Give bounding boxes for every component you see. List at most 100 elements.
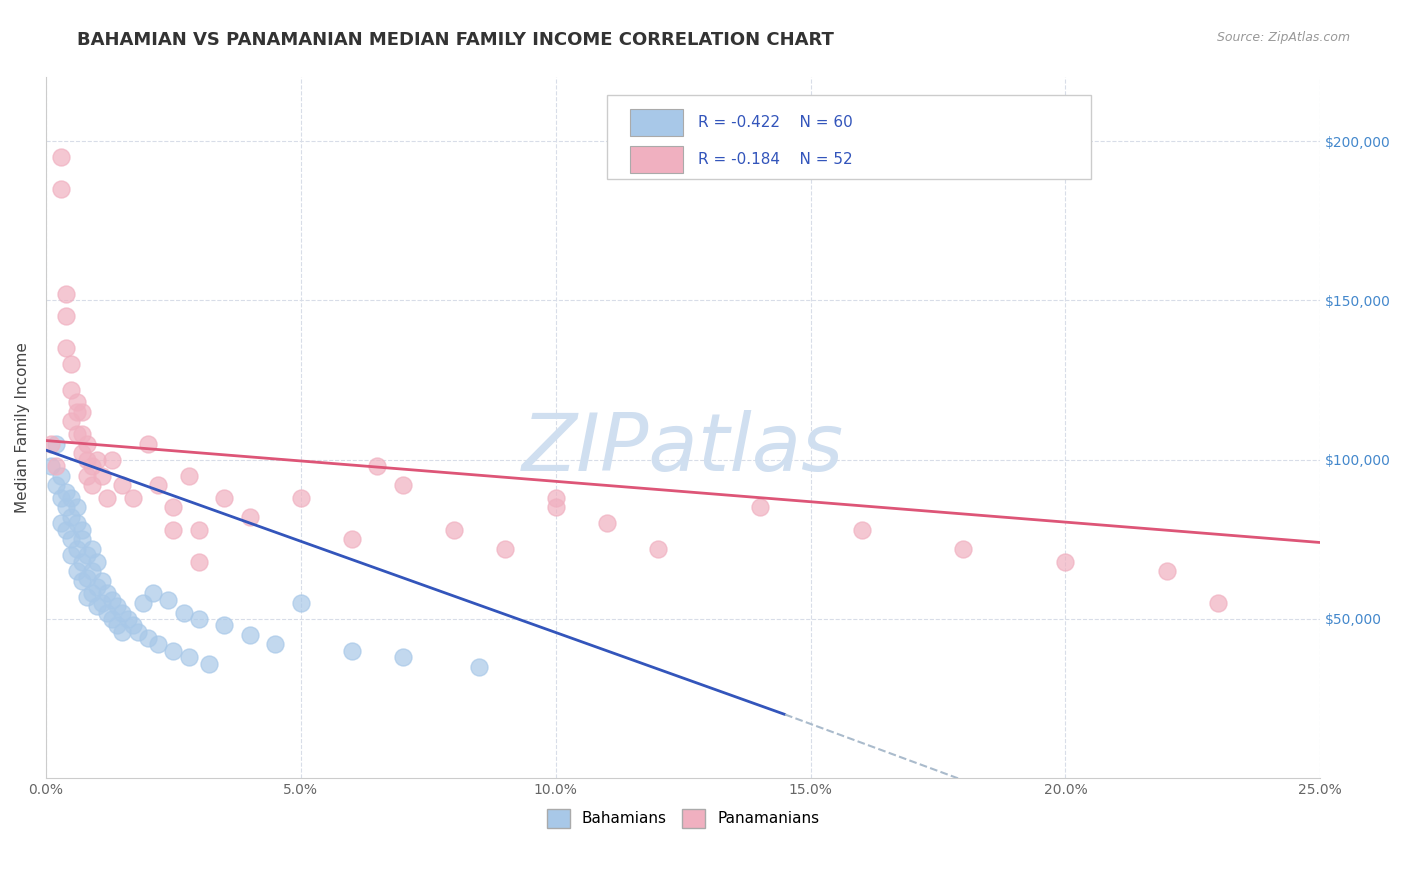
Point	[80, 541, 103, 556]
Point	[187, 612, 209, 626]
FancyBboxPatch shape	[630, 146, 683, 173]
Point	[91, 596, 114, 610]
Point	[80, 478, 103, 492]
Point	[70, 574, 93, 588]
Point	[111, 478, 134, 492]
Point	[177, 650, 200, 665]
Point	[45, 458, 67, 473]
Point	[39, 436, 62, 450]
Point	[366, 458, 388, 473]
Point	[105, 618, 128, 632]
Point	[96, 491, 118, 505]
Point	[70, 533, 93, 547]
Point	[55, 484, 77, 499]
Point	[76, 436, 98, 450]
Point	[39, 458, 62, 473]
Text: R = -0.184    N = 52: R = -0.184 N = 52	[699, 153, 853, 167]
Point	[214, 491, 236, 505]
Point	[851, 523, 873, 537]
Point	[173, 606, 195, 620]
Point	[55, 523, 77, 537]
Point	[121, 618, 143, 632]
Point	[55, 310, 77, 324]
Point	[136, 436, 159, 450]
Point	[70, 405, 93, 419]
Point	[340, 644, 363, 658]
Point	[60, 357, 83, 371]
Point	[76, 468, 98, 483]
Point	[187, 555, 209, 569]
Point	[70, 446, 93, 460]
Point	[55, 287, 77, 301]
Point	[76, 452, 98, 467]
Point	[443, 523, 465, 537]
Point	[468, 659, 491, 673]
Point	[51, 182, 73, 196]
Point	[86, 580, 108, 594]
Point	[86, 452, 108, 467]
FancyBboxPatch shape	[606, 95, 1091, 179]
Text: ZIPatlas: ZIPatlas	[522, 409, 844, 488]
Text: Source: ZipAtlas.com: Source: ZipAtlas.com	[1216, 31, 1350, 45]
Point	[162, 523, 184, 537]
Point	[264, 637, 287, 651]
Point	[544, 500, 567, 515]
Point	[65, 516, 87, 531]
Point	[65, 395, 87, 409]
Point	[121, 491, 143, 505]
Point	[101, 592, 124, 607]
Point	[101, 452, 124, 467]
Point	[177, 468, 200, 483]
Point	[340, 533, 363, 547]
Point	[239, 510, 262, 524]
Point	[45, 436, 67, 450]
Point	[239, 628, 262, 642]
Point	[142, 586, 165, 600]
Point	[111, 624, 134, 639]
Point	[136, 631, 159, 645]
Point	[60, 510, 83, 524]
Point	[494, 541, 516, 556]
Point	[65, 405, 87, 419]
Point	[1156, 564, 1178, 578]
Point	[1208, 596, 1230, 610]
Point	[51, 516, 73, 531]
Point	[80, 586, 103, 600]
Point	[96, 606, 118, 620]
Point	[60, 414, 83, 428]
Point	[157, 592, 180, 607]
Point	[51, 491, 73, 505]
Point	[595, 516, 617, 531]
Point	[198, 657, 221, 671]
Point	[70, 427, 93, 442]
Point	[55, 341, 77, 355]
Point	[952, 541, 974, 556]
Point	[101, 612, 124, 626]
Point	[91, 468, 114, 483]
Text: BAHAMIAN VS PANAMANIAN MEDIAN FAMILY INCOME CORRELATION CHART: BAHAMIAN VS PANAMANIAN MEDIAN FAMILY INC…	[77, 31, 834, 49]
Point	[146, 478, 169, 492]
Point	[187, 523, 209, 537]
Point	[214, 618, 236, 632]
Point	[65, 427, 87, 442]
Point	[1054, 555, 1077, 569]
Point	[132, 596, 155, 610]
Point	[51, 468, 73, 483]
Point	[70, 523, 93, 537]
Point	[60, 533, 83, 547]
Point	[60, 491, 83, 505]
Point	[86, 599, 108, 614]
Point	[117, 612, 139, 626]
FancyBboxPatch shape	[630, 109, 683, 136]
Point	[70, 555, 93, 569]
Point	[76, 548, 98, 562]
Point	[55, 500, 77, 515]
Point	[647, 541, 669, 556]
Point	[60, 548, 83, 562]
Y-axis label: Median Family Income: Median Family Income	[15, 343, 30, 513]
Point	[80, 564, 103, 578]
Point	[65, 564, 87, 578]
Point	[80, 458, 103, 473]
Text: R = -0.422    N = 60: R = -0.422 N = 60	[699, 115, 853, 130]
Point	[105, 599, 128, 614]
